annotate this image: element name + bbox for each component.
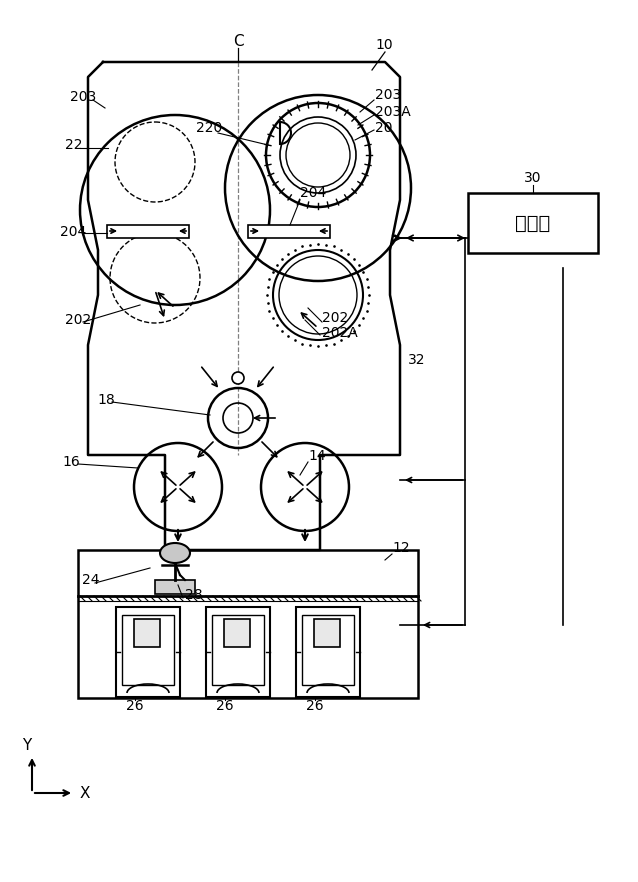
Text: 12: 12 [392, 541, 410, 555]
Text: 14: 14 [308, 449, 325, 463]
Text: 26: 26 [126, 699, 144, 713]
Bar [116, 607, 180, 697]
Text: 202: 202 [322, 311, 348, 325]
Bar [78, 550, 418, 698]
Text: 24: 24 [82, 573, 100, 587]
Bar [212, 615, 264, 685]
Bar [107, 225, 189, 238]
Text: 30: 30 [524, 171, 542, 185]
Text: 20: 20 [375, 121, 392, 135]
Bar [122, 615, 174, 685]
Text: 203A: 203A [375, 105, 411, 119]
Bar [468, 193, 598, 253]
Text: 202A: 202A [322, 326, 358, 340]
Text: 32: 32 [408, 353, 426, 367]
Bar [296, 607, 360, 697]
Text: 202: 202 [65, 313, 91, 327]
Bar [134, 619, 160, 647]
Text: C: C [233, 34, 243, 49]
Text: 28: 28 [185, 588, 203, 602]
Text: 10: 10 [375, 38, 392, 52]
Text: 18: 18 [97, 393, 115, 407]
Text: 220: 220 [196, 121, 222, 135]
Text: 制御部: 制御部 [516, 213, 551, 233]
Text: 26: 26 [216, 699, 234, 713]
Bar [224, 619, 250, 647]
Text: 204: 204 [300, 186, 326, 200]
Text: 204: 204 [60, 225, 86, 239]
Text: 203: 203 [375, 88, 401, 102]
Circle shape [232, 372, 244, 384]
Bar [206, 607, 270, 697]
Text: 203: 203 [70, 90, 96, 104]
Bar [314, 619, 340, 647]
Text: 22: 22 [65, 138, 82, 152]
Bar [248, 225, 330, 238]
Bar [155, 580, 195, 594]
Text: 16: 16 [62, 455, 80, 469]
Text: Y: Y [22, 738, 32, 753]
Ellipse shape [160, 543, 190, 563]
Text: X: X [80, 786, 90, 801]
Text: 26: 26 [306, 699, 324, 713]
Bar [302, 615, 354, 685]
